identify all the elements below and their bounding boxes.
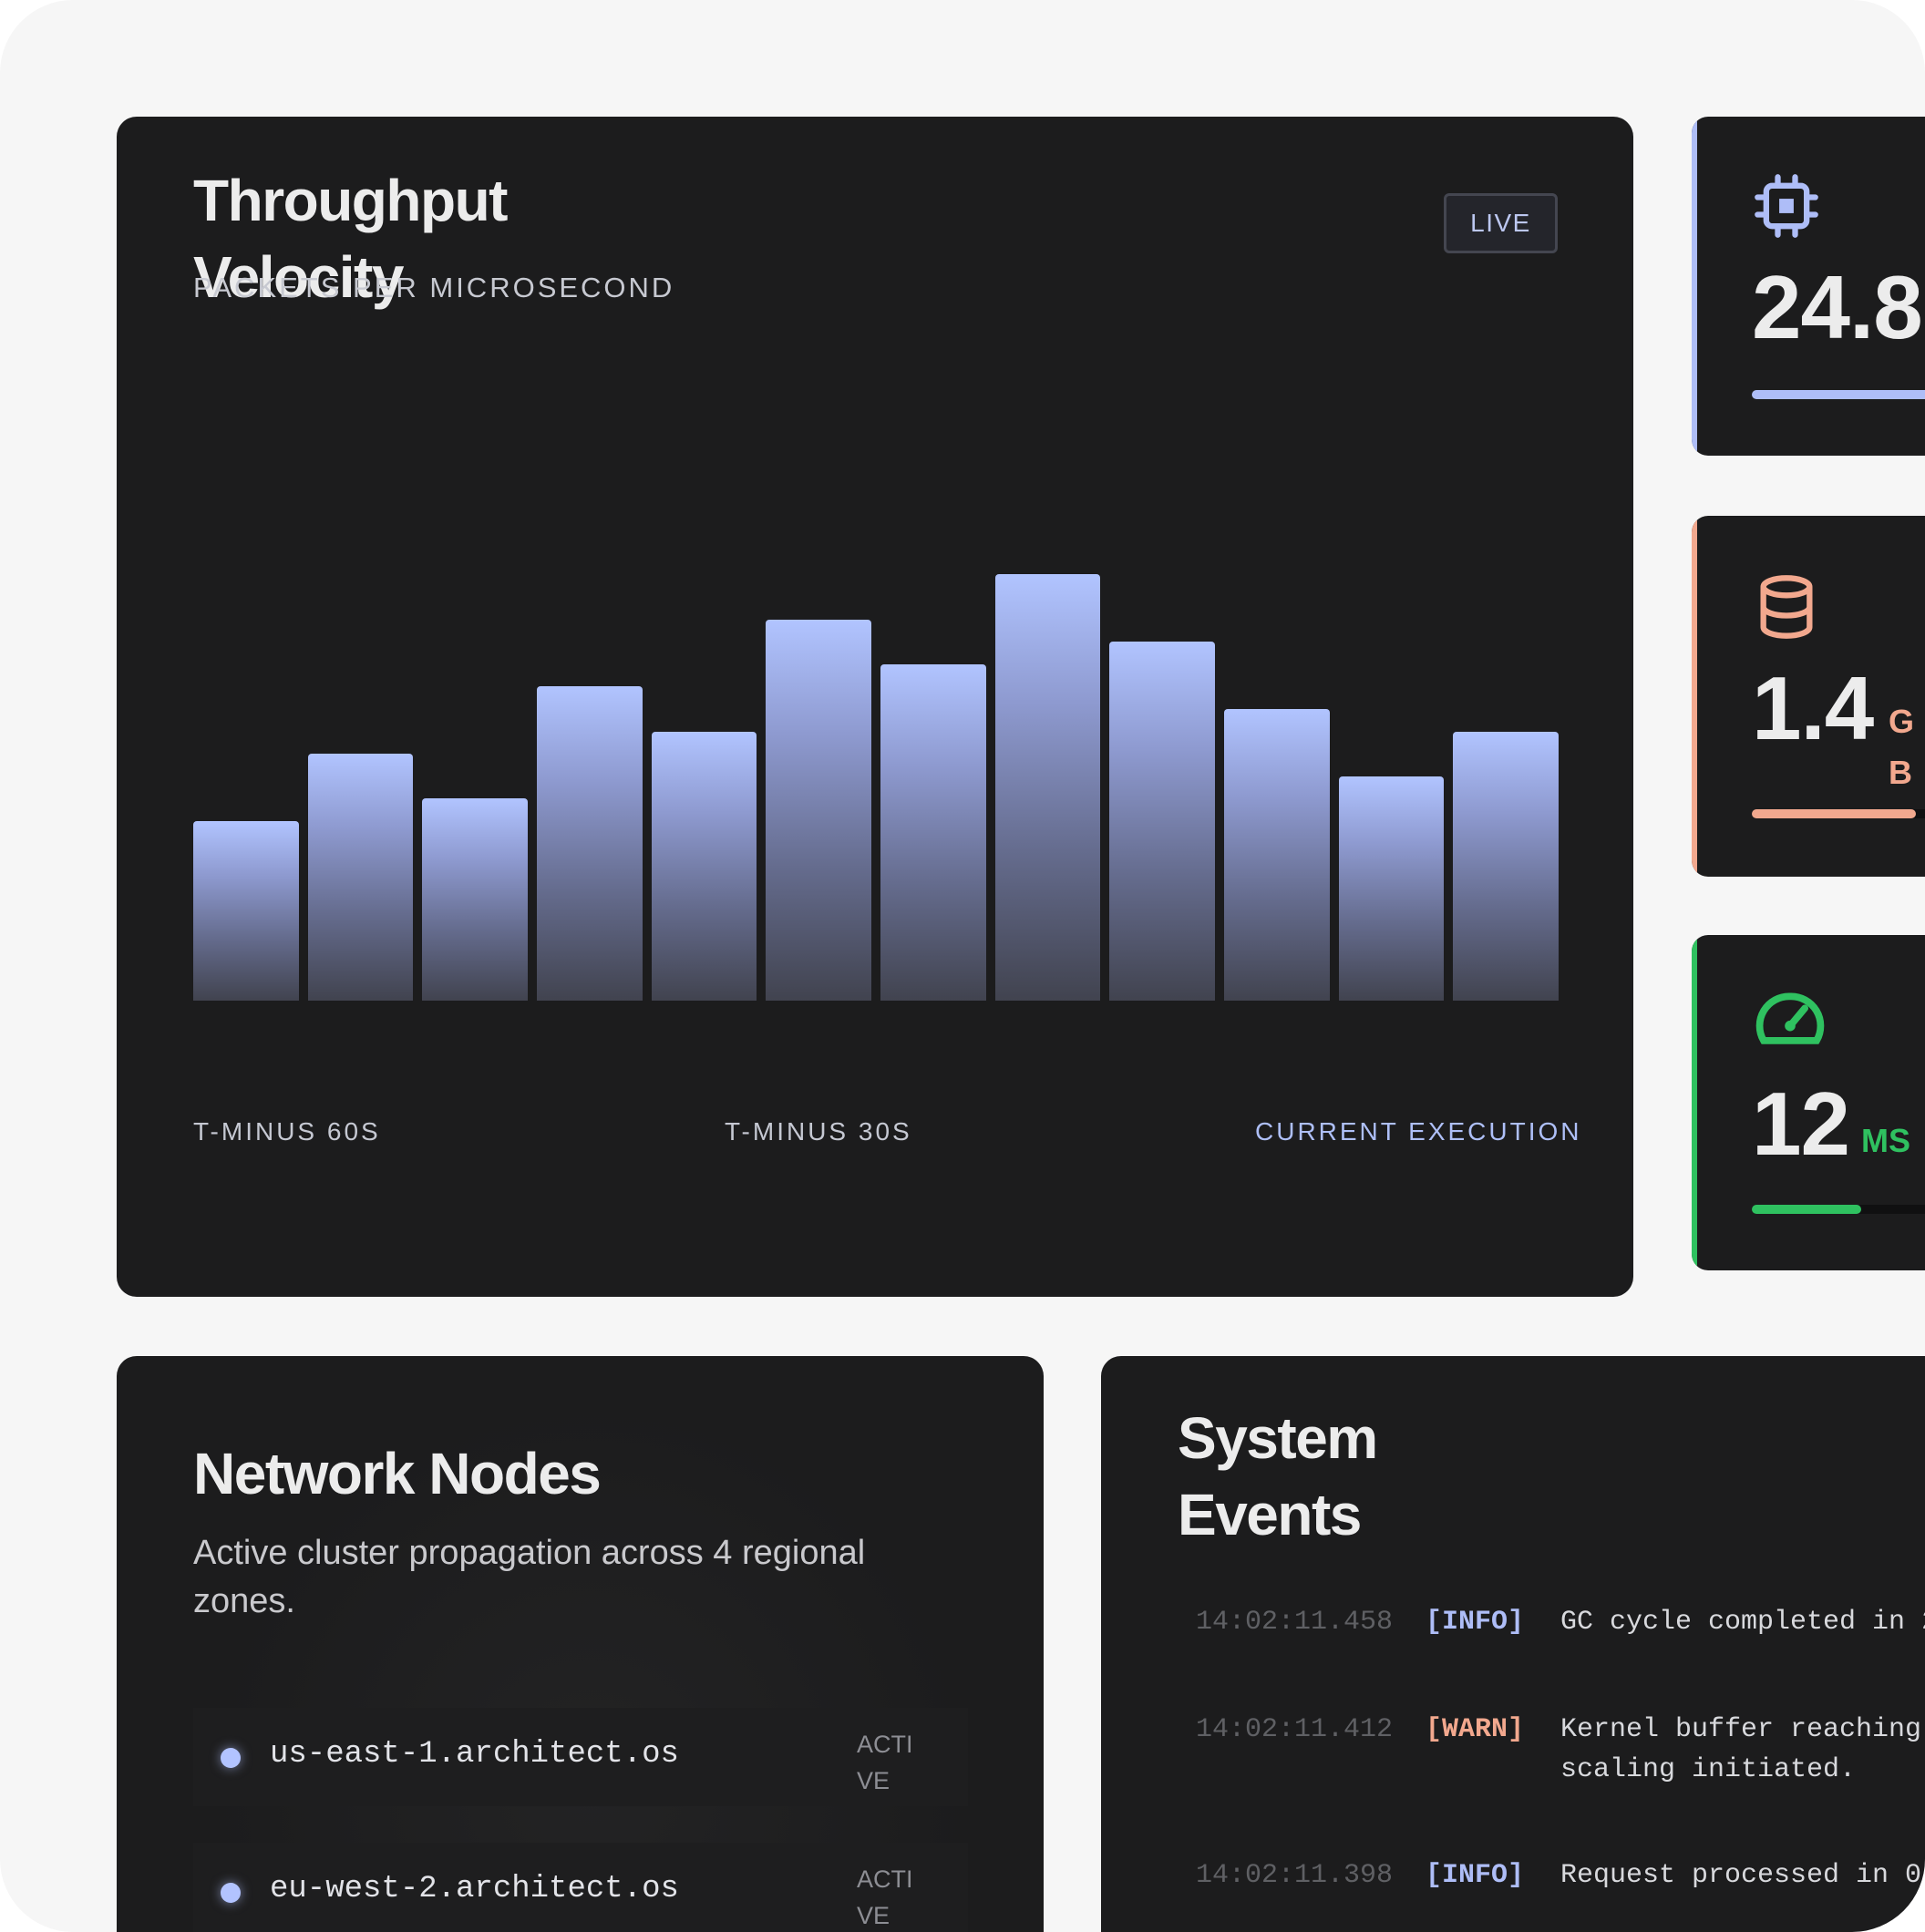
card-accent-stripe — [1692, 516, 1697, 877]
throughput-title: Throughput Velocity — [193, 168, 508, 310]
network-nodes-description: Active cluster propagation across 4 regi… — [193, 1534, 866, 1620]
x-label-current: CURRENT EXECUTION — [1255, 1117, 1582, 1146]
cpu-chip-icon — [1752, 171, 1821, 245]
event-level: [WARN] — [1426, 1714, 1525, 1745]
throughput-card: Throughput Velocity PACKETS PER MICROSEC… — [117, 117, 1633, 1297]
memory-metric-card: 1.4 GB — [1692, 516, 1925, 877]
card-accent-stripe — [1692, 117, 1697, 456]
cpu-value: 24.8 — [1752, 257, 1923, 357]
chart-bar — [193, 821, 299, 1001]
card-accent-stripe — [1692, 935, 1697, 1270]
event-message: GC cycle completed in 2 — [1560, 1607, 1925, 1638]
status-dot — [221, 1883, 241, 1903]
event-level: [INFO] — [1426, 1860, 1525, 1891]
event-level: [INFO] — [1426, 1607, 1525, 1638]
node-status: ACTIVE — [857, 1865, 913, 1929]
memory-progress-fill — [1752, 809, 1916, 818]
network-nodes-card: Network Nodes Active cluster propagation… — [117, 1356, 1044, 1932]
event-time: 14:02:11.412 — [1196, 1714, 1394, 1745]
node-row[interactable]: us-east-1.architect.os ACTIVE — [193, 1708, 968, 1806]
live-badge[interactable]: LIVE — [1444, 193, 1558, 253]
node-row[interactable]: eu-west-2.architect.os ACTIVE — [193, 1843, 968, 1932]
chart-bar — [651, 731, 757, 1001]
x-label-start: T-MINUS 60S — [193, 1117, 381, 1146]
event-time: 14:02:11.398 — [1196, 1860, 1394, 1891]
event-time: 14:02:11.458 — [1196, 1607, 1394, 1638]
chart-bar — [766, 619, 871, 1001]
cpu-progress-fill — [1752, 390, 1925, 399]
chart-bar — [1338, 776, 1445, 1001]
throughput-subtitle: PACKETS PER MICROSECOND — [193, 272, 675, 303]
latency-value: 12 — [1752, 1074, 1850, 1174]
latency-progress-fill — [1752, 1205, 1861, 1214]
memory-value: 1.4 — [1752, 658, 1874, 758]
chart-bar — [1453, 731, 1559, 1001]
chart-bar — [422, 798, 528, 1001]
network-nodes-title: Network Nodes — [193, 1441, 602, 1506]
chart-bar — [537, 686, 643, 1001]
system-events-card: System Events 14:02:11.458 [INFO] GC cyc… — [1101, 1356, 1925, 1932]
throughput-bar-chart — [193, 417, 1559, 1001]
chart-bar — [880, 663, 986, 1001]
event-message: Request processed in 0. — [1560, 1860, 1925, 1891]
memory-progress-track — [1752, 809, 1925, 818]
node-host: eu-west-2.architect.os — [270, 1872, 679, 1906]
chart-bar — [994, 574, 1101, 1001]
x-label-mid: T-MINUS 30S — [725, 1117, 912, 1146]
memory-unit: GB — [1889, 703, 1915, 791]
cpu-metric-card: 24.8 — [1692, 117, 1925, 456]
cpu-progress-track — [1752, 390, 1925, 399]
event-message: Kernel buffer reaching scaling initiated… — [1560, 1714, 1922, 1785]
latency-unit: MS — [1861, 1122, 1910, 1159]
status-dot — [221, 1748, 241, 1768]
speedometer-icon — [1752, 986, 1828, 1053]
latency-progress-track — [1752, 1205, 1925, 1214]
node-host: us-east-1.architect.os — [270, 1737, 679, 1772]
chart-bar — [307, 754, 414, 1001]
latency-metric-card: 12 MS — [1692, 935, 1925, 1270]
node-status: ACTIVE — [857, 1731, 913, 1794]
chart-bar — [1224, 709, 1330, 1001]
system-events-title: System Events — [1178, 1405, 1378, 1547]
database-icon — [1752, 572, 1821, 646]
chart-bar — [1109, 642, 1215, 1001]
